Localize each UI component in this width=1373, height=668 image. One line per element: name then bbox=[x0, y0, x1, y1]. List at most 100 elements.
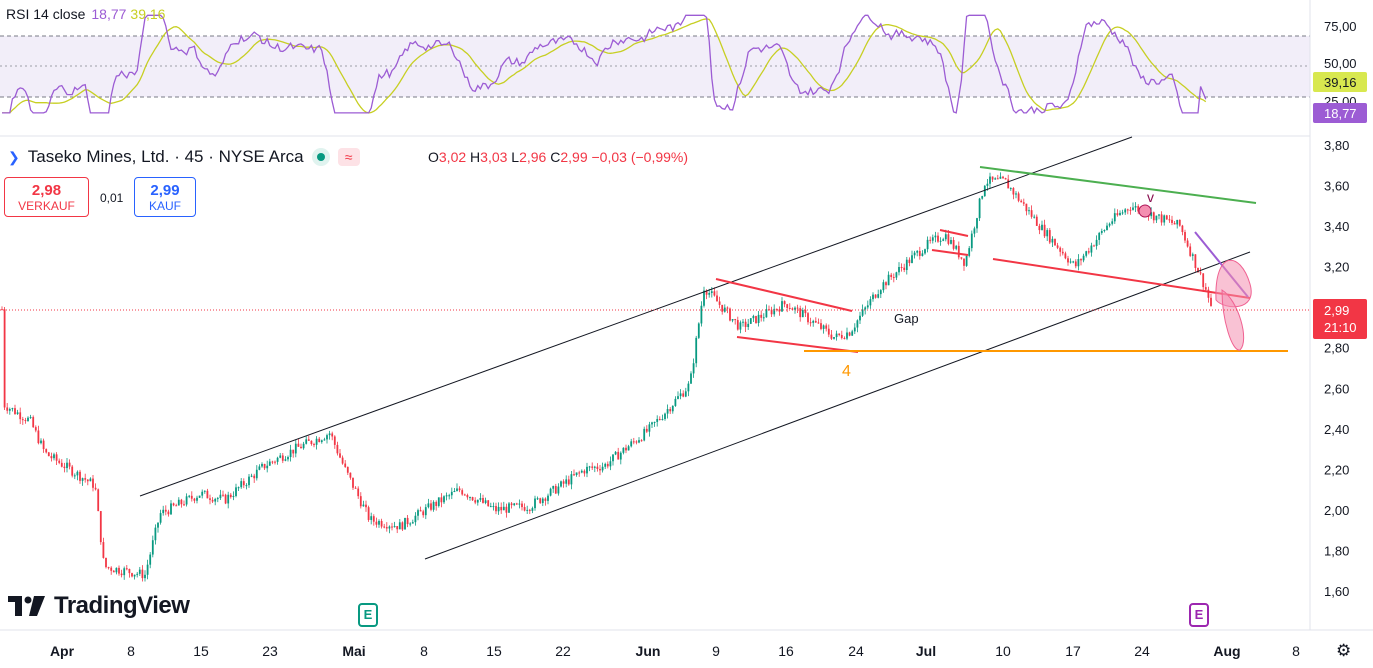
rsi-legend[interactable]: RSI 14 close 18,77 39,16 bbox=[6, 6, 165, 22]
candle-body bbox=[593, 466, 596, 468]
rsi-line bbox=[2, 14, 1207, 115]
candle-body bbox=[986, 183, 989, 186]
candle-body bbox=[658, 418, 661, 420]
candle-body bbox=[188, 495, 191, 497]
candle-body bbox=[664, 413, 666, 420]
candle-body bbox=[1015, 193, 1017, 195]
candle-body bbox=[794, 307, 796, 310]
candle-body bbox=[346, 466, 349, 473]
candle-body bbox=[448, 495, 451, 497]
time-axis[interactable]: Apr 8 15 23 Mai 8 15 22 Jun 9 16 24 Jul 10 17 24 Aug 8 bbox=[50, 643, 1300, 659]
candle-body bbox=[690, 373, 692, 384]
candle-body bbox=[573, 474, 575, 476]
earnings-marker-jul[interactable]: E bbox=[1189, 603, 1209, 627]
candle-body bbox=[710, 291, 713, 293]
candle-body bbox=[404, 517, 406, 530]
candle-body bbox=[14, 408, 16, 415]
candle-body bbox=[11, 408, 14, 410]
candle-body bbox=[994, 178, 997, 180]
candle-body bbox=[679, 393, 682, 397]
candle-body bbox=[677, 396, 679, 399]
candle-body bbox=[513, 503, 516, 506]
ohlc-close-label: C bbox=[550, 149, 561, 165]
candle-body bbox=[957, 245, 960, 258]
small-flag-line-2[interactable] bbox=[931, 249, 969, 256]
candle-body bbox=[508, 503, 510, 513]
candle-body bbox=[183, 504, 185, 506]
candle-body bbox=[120, 573, 123, 576]
small-flag-line-1[interactable] bbox=[939, 229, 969, 237]
candle-body bbox=[528, 509, 531, 511]
candle-body bbox=[1082, 255, 1085, 261]
candle-body bbox=[21, 419, 24, 421]
channel-upper-line[interactable] bbox=[139, 136, 1133, 497]
candle-body bbox=[76, 471, 79, 476]
flag-upper-line[interactable] bbox=[715, 278, 853, 312]
flag-lower-line[interactable] bbox=[736, 336, 859, 353]
candle-body bbox=[229, 494, 232, 498]
symbol-header[interactable]: ❯ Taseko Mines, Ltd. · 45 · NYSE Arca ≈ bbox=[8, 147, 360, 167]
candle-body bbox=[440, 497, 443, 503]
candle-body bbox=[749, 318, 752, 324]
candle-body bbox=[1150, 212, 1153, 217]
market-status-icon[interactable] bbox=[311, 148, 330, 166]
candle-body bbox=[289, 449, 292, 458]
wave-point-marker[interactable] bbox=[1138, 204, 1152, 218]
candle-body bbox=[24, 420, 27, 422]
buy-button[interactable]: 2,99 KAUF bbox=[134, 177, 196, 217]
candle-body bbox=[1129, 209, 1132, 211]
candle-body bbox=[1064, 253, 1067, 259]
candle-body bbox=[172, 503, 175, 506]
candle-body bbox=[1002, 176, 1004, 179]
candle-body bbox=[328, 433, 331, 436]
candle-body bbox=[645, 428, 648, 432]
candle-body bbox=[697, 323, 700, 338]
candle-body bbox=[193, 498, 196, 501]
candle-body bbox=[630, 441, 633, 447]
price-tick: 2,80 bbox=[1324, 341, 1349, 356]
resistance-trend-line[interactable] bbox=[979, 166, 1257, 204]
projection-drop-shape[interactable] bbox=[1221, 289, 1245, 351]
candle-body bbox=[450, 491, 453, 496]
rsi-value-badge-text: 18,77 bbox=[1324, 106, 1357, 121]
candle-body bbox=[248, 476, 250, 486]
candle-body bbox=[619, 452, 622, 460]
projection-ellipse[interactable] bbox=[1215, 259, 1252, 308]
candle-body bbox=[872, 294, 874, 300]
candle-body bbox=[778, 309, 781, 312]
price-tick: 3,20 bbox=[1324, 260, 1349, 275]
delay-wave-icon[interactable]: ≈ bbox=[337, 148, 360, 166]
settings-gear-icon[interactable]: ⚙ bbox=[1336, 641, 1352, 660]
candle-body bbox=[19, 412, 22, 420]
candle-body bbox=[349, 472, 352, 478]
channel-lower-line[interactable] bbox=[424, 251, 1251, 560]
candle-series bbox=[1, 172, 1212, 582]
candle-body bbox=[882, 282, 885, 291]
candle-body bbox=[640, 440, 643, 442]
candle-body bbox=[729, 308, 731, 321]
candle-body bbox=[68, 462, 71, 467]
candle-body bbox=[281, 455, 284, 461]
candle-body bbox=[495, 506, 497, 512]
candle-body bbox=[1168, 219, 1171, 221]
candle-body bbox=[1069, 261, 1072, 263]
ohlc-open: 3,02 bbox=[438, 149, 467, 165]
candle-body bbox=[266, 465, 269, 469]
candle-body bbox=[565, 479, 568, 484]
candle-body bbox=[1035, 216, 1038, 226]
candle-body bbox=[1191, 254, 1194, 256]
price-axis[interactable]: 3,803,603,403,203,002,802,602,402,202,00… bbox=[1324, 138, 1349, 599]
sell-button[interactable]: 2,98 VERKAUF bbox=[4, 177, 89, 217]
candle-body bbox=[861, 309, 864, 316]
tradingview-logo[interactable]: TradingView bbox=[8, 592, 190, 620]
chevron-right-icon[interactable]: ❯ bbox=[8, 148, 20, 165]
candle-body bbox=[879, 290, 882, 295]
support-trend-line[interactable] bbox=[992, 258, 1251, 299]
candle-body bbox=[398, 522, 401, 530]
candle-body bbox=[609, 461, 612, 467]
candle-body bbox=[913, 252, 916, 256]
earnings-marker-may[interactable]: E bbox=[358, 603, 378, 627]
time-tick: 8 bbox=[1292, 643, 1300, 659]
candle-body bbox=[32, 417, 35, 428]
